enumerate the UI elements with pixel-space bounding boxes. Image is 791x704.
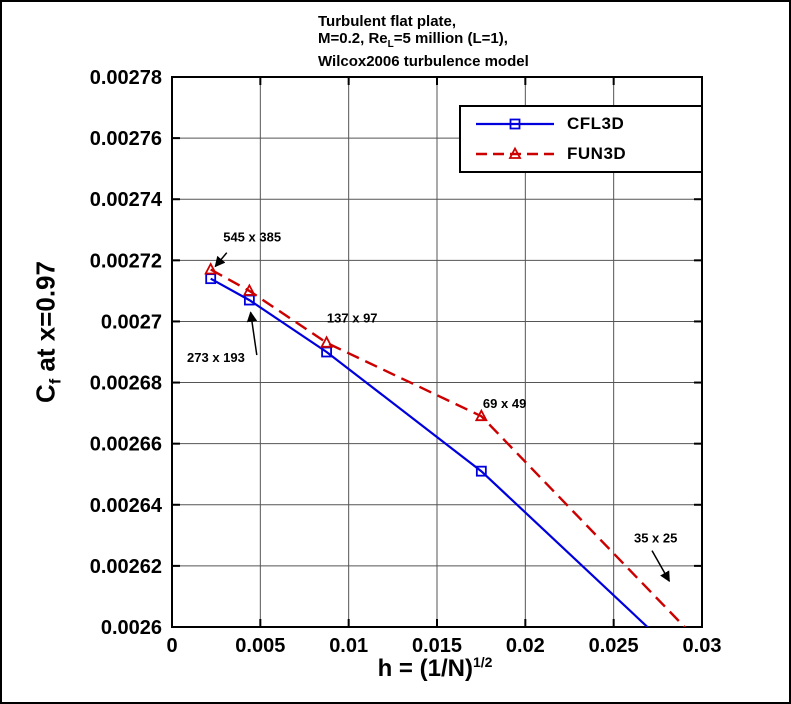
svg-text:0.0026: 0.0026: [101, 617, 162, 639]
svg-text:0.015: 0.015: [412, 635, 462, 657]
annotation-35-x-25: 35 x 25: [634, 530, 677, 583]
annotation-arrow: [214, 252, 228, 268]
y-axis-label-sub: f: [47, 378, 65, 385]
svg-text:0.025: 0.025: [589, 635, 639, 657]
marker-triangle: [508, 146, 522, 159]
marker-triangle: [242, 283, 256, 296]
svg-text:0.00264: 0.00264: [90, 495, 163, 517]
svg-text:0.01: 0.01: [329, 635, 368, 657]
svg-text:0: 0: [166, 635, 177, 657]
svg-text:0.00272: 0.00272: [90, 250, 162, 272]
axis-ticks: [171, 76, 703, 628]
y-axis-label: Cf at x=0.97: [30, 261, 65, 403]
annotation-arrow: [246, 311, 258, 356]
x-tick-labels: 0 0.005 0.01 0.015 0.02 0.025 0.03: [166, 635, 721, 657]
title-line-2-pre: M=0.2, Re: [318, 30, 388, 47]
marker-square: [205, 273, 217, 285]
title-line-2-sub: L: [387, 39, 394, 50]
annotation-273-x-193: 273 x 193: [187, 311, 258, 365]
legend-entry-fun3d: FUN3D: [473, 140, 701, 168]
svg-text:0.00268: 0.00268: [90, 373, 162, 395]
marker-triangle: [204, 262, 218, 275]
y-tick-labels: 0.0026 0.00262 0.00264 0.00266 0.00268 0.0027…: [90, 67, 163, 639]
marker-square: [475, 465, 487, 477]
legend-entry-cfl3d: CFL3D: [473, 110, 701, 138]
annotation-label: 545 x 385: [223, 229, 281, 244]
svg-text:0.00276: 0.00276: [90, 128, 162, 150]
annotation-arrow: [651, 550, 670, 583]
title-line-1: Turbulent flat plate,: [318, 13, 457, 30]
fun3d-line-sample: [476, 146, 554, 159]
annotation-69-x-49: 69 x 49: [483, 396, 526, 411]
svg-text:0.00262: 0.00262: [90, 556, 162, 578]
annotation-137-x-97: 137 x 97: [327, 310, 378, 325]
svg-text:0.00278: 0.00278: [90, 67, 162, 89]
fun3d-line: [210, 268, 687, 627]
annotation-label: 69 x 49: [483, 396, 526, 411]
svg-text:0.005: 0.005: [235, 635, 285, 657]
title-line-3: Wilcox2006 turbulence model: [318, 53, 529, 70]
svg-text:0.0027: 0.0027: [101, 311, 162, 333]
marker-triangle: [320, 335, 334, 348]
svg-text:0.00266: 0.00266: [90, 434, 162, 456]
annotation-label: 273 x 193: [187, 350, 245, 365]
x-axis-label: h = (1/N)1/2: [378, 654, 493, 683]
y-axis-label-rest: at x=0.97: [30, 261, 61, 379]
svg-text:0.00274: 0.00274: [90, 189, 163, 211]
marker-triangle: [474, 408, 488, 422]
annotation-label: 137 x 97: [327, 310, 378, 325]
y-axis-label-main: C: [30, 384, 61, 403]
title-line-2: M=0.2, ReL=5 million (L=1),: [318, 30, 529, 53]
annotation-label: 35 x 25: [634, 530, 677, 545]
svg-text:0.03: 0.03: [683, 635, 722, 657]
legend-label-fun3d: FUN3D: [567, 144, 627, 163]
annotation-545-x-385: 545 x 385: [214, 229, 281, 268]
svg-text:0.02: 0.02: [506, 635, 545, 657]
series-fun3d: [204, 262, 687, 627]
cfl3d-line-sample: [476, 118, 554, 130]
title-line-2-post: =5 million (L=1),: [393, 30, 508, 47]
marker-square: [509, 118, 521, 130]
legend: CFL3D FUN3D: [459, 105, 703, 173]
chart-title: Turbulent flat plate, M=0.2, ReL=5 milli…: [318, 13, 529, 70]
legend-label-cfl3d: CFL3D: [567, 114, 625, 133]
x-axis-label-main: h = (1/N): [377, 655, 473, 682]
cfl3d-line: [210, 277, 650, 627]
x-axis-label-sup: 1/2: [472, 654, 493, 670]
